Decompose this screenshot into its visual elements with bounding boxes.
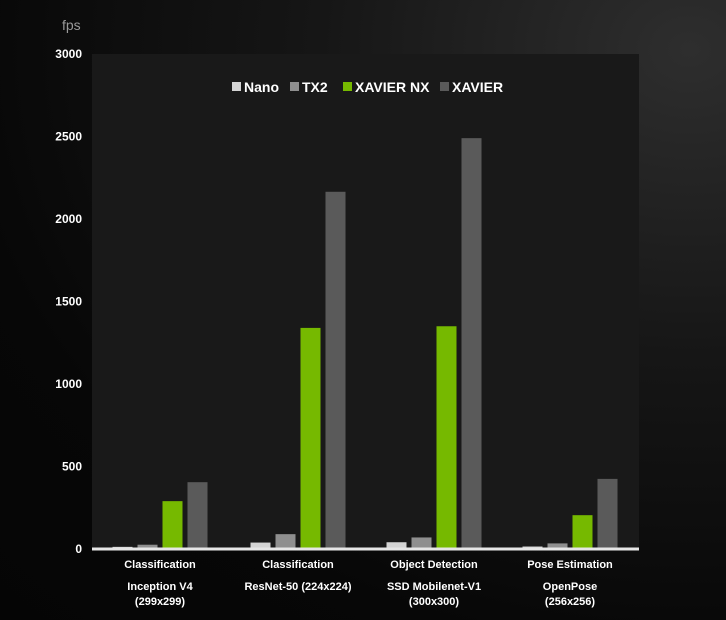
bar-xavier-1 xyxy=(187,482,208,549)
legend-swatch xyxy=(290,82,299,91)
legend-label: XAVIER NX xyxy=(355,79,430,95)
y-tick-label: 1000 xyxy=(55,377,82,391)
category-label: Object Detection xyxy=(390,559,478,571)
bar-xavier-3 xyxy=(461,138,482,549)
bar-tx2-1 xyxy=(137,544,158,549)
category-label: Classification xyxy=(262,559,334,571)
y-tick-label: 3000 xyxy=(55,47,82,61)
bar-nano-2 xyxy=(250,542,271,549)
bar-xavier-4 xyxy=(597,478,618,549)
legend: Nano TX2 XAVIER NX XAVIER xyxy=(232,79,503,95)
category-label: SSD Mobilenet-V1 xyxy=(387,581,481,593)
bar-xavier-nx-3 xyxy=(436,326,457,549)
legend-swatch xyxy=(343,82,352,91)
legend-swatch xyxy=(440,82,449,91)
y-tick-label: 1500 xyxy=(55,295,82,309)
y-tick-label: 2000 xyxy=(55,212,82,226)
bar-tx2-2 xyxy=(275,534,296,549)
bar-xavier-nx-1 xyxy=(162,501,183,549)
bar-nano-3 xyxy=(386,542,407,549)
legend-label: Nano xyxy=(244,79,279,95)
bar-tx2-3 xyxy=(411,537,432,549)
bar-xavier-2 xyxy=(325,191,346,549)
legend-swatch xyxy=(232,82,241,91)
category-labels: Classification Inception V4 (299x299) Class… xyxy=(124,559,613,608)
y-tick-label: 0 xyxy=(75,542,82,556)
category-label: Classification xyxy=(124,559,196,571)
y-tick-label: 500 xyxy=(62,460,82,474)
plot-background xyxy=(92,54,639,550)
bars xyxy=(112,138,618,549)
y-axis-ticks: 0 500 1000 1500 2000 2500 3000 xyxy=(55,47,82,556)
category-label: (256x256) xyxy=(545,596,595,608)
bar-tx2-4 xyxy=(547,543,568,549)
y-axis-unit-label: fps xyxy=(62,17,81,33)
y-tick-label: 2500 xyxy=(55,130,82,144)
bar-xavier-nx-4 xyxy=(572,515,593,549)
category-label: (299x299) xyxy=(135,596,185,608)
legend-label: TX2 xyxy=(302,79,328,95)
category-label: ResNet-50 (224x224) xyxy=(244,581,351,593)
bar-xavier-nx-2 xyxy=(300,327,321,549)
category-label: Inception V4 xyxy=(127,581,193,593)
legend-label: XAVIER xyxy=(452,79,503,95)
category-label: Pose Estimation xyxy=(527,559,613,571)
category-label: OpenPose xyxy=(543,581,597,593)
category-label: (300x300) xyxy=(409,596,459,608)
